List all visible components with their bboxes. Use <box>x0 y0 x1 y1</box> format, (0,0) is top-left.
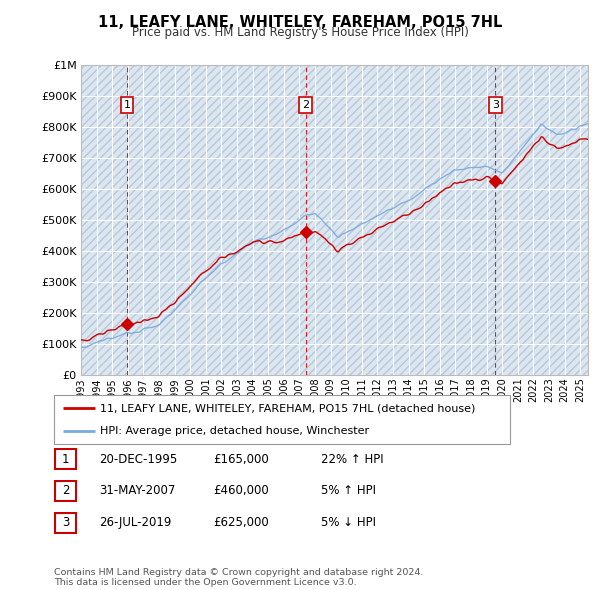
FancyBboxPatch shape <box>54 395 510 444</box>
Text: 5% ↑ HPI: 5% ↑ HPI <box>321 484 376 497</box>
Text: 22% ↑ HPI: 22% ↑ HPI <box>321 453 383 466</box>
Text: 1: 1 <box>124 100 131 110</box>
FancyBboxPatch shape <box>55 481 76 501</box>
Text: Contains HM Land Registry data © Crown copyright and database right 2024.
This d: Contains HM Land Registry data © Crown c… <box>54 568 424 587</box>
Text: 31-MAY-2007: 31-MAY-2007 <box>99 484 175 497</box>
Text: 2: 2 <box>302 100 310 110</box>
FancyBboxPatch shape <box>55 449 76 469</box>
Text: 1: 1 <box>62 453 69 466</box>
Text: 5% ↓ HPI: 5% ↓ HPI <box>321 516 376 529</box>
Text: 3: 3 <box>62 516 69 529</box>
Text: £165,000: £165,000 <box>213 453 269 466</box>
Text: 20-DEC-1995: 20-DEC-1995 <box>99 453 177 466</box>
Text: 11, LEAFY LANE, WHITELEY, FAREHAM, PO15 7HL: 11, LEAFY LANE, WHITELEY, FAREHAM, PO15 … <box>98 15 502 30</box>
Text: 2: 2 <box>62 484 69 497</box>
Text: 11, LEAFY LANE, WHITELEY, FAREHAM, PO15 7HL (detached house): 11, LEAFY LANE, WHITELEY, FAREHAM, PO15 … <box>100 404 475 414</box>
Text: HPI: Average price, detached house, Winchester: HPI: Average price, detached house, Winc… <box>100 425 369 435</box>
Text: 26-JUL-2019: 26-JUL-2019 <box>99 516 172 529</box>
Text: 3: 3 <box>492 100 499 110</box>
Text: £460,000: £460,000 <box>213 484 269 497</box>
Text: £625,000: £625,000 <box>213 516 269 529</box>
FancyBboxPatch shape <box>55 513 76 533</box>
Text: Price paid vs. HM Land Registry's House Price Index (HPI): Price paid vs. HM Land Registry's House … <box>131 26 469 39</box>
